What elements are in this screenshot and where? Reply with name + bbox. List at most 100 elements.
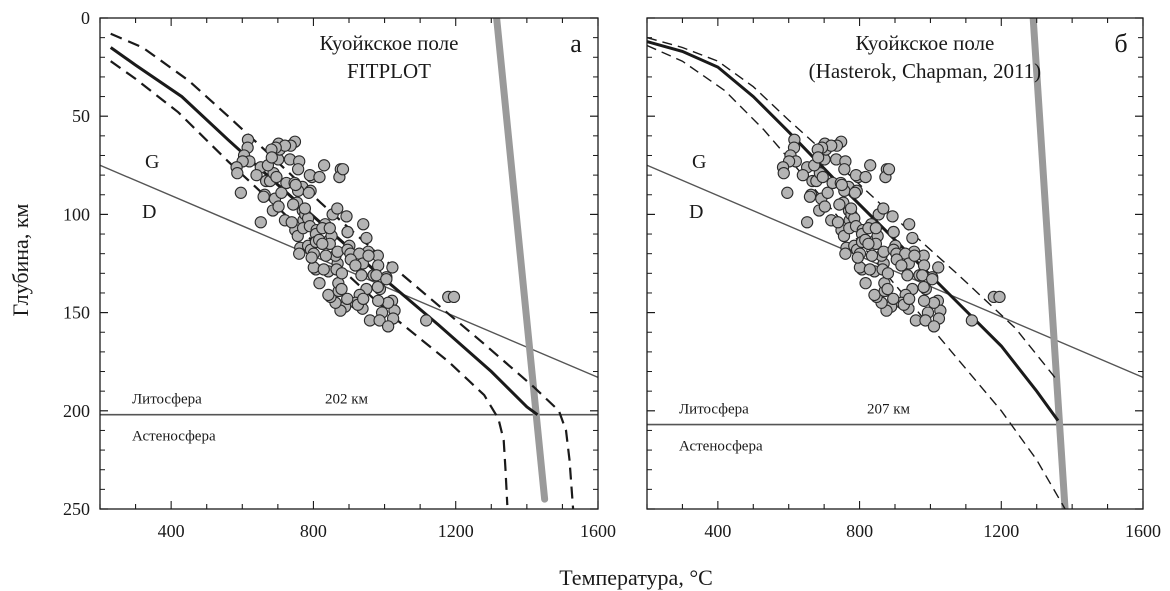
x-tick-label: 1600 — [580, 521, 616, 541]
xenolith-point — [341, 225, 354, 239]
xenolith-point — [818, 200, 832, 213]
xenolith-point — [335, 267, 349, 280]
xenolith-point — [917, 294, 931, 307]
x-tick-label: 800 — [846, 521, 873, 541]
xenolith-point — [887, 225, 900, 239]
xenolith-point — [895, 259, 908, 272]
xenolith-point — [835, 178, 849, 192]
xenolith-point — [821, 186, 834, 199]
xenolith-point — [293, 247, 306, 260]
xenolith-point — [926, 273, 939, 286]
xenolith-point — [313, 170, 326, 184]
xenolith-point — [865, 249, 879, 262]
xenolith-point — [340, 210, 353, 223]
xenolith-point — [341, 292, 354, 306]
panel-b-label-asthenosphere: Астеносфера — [679, 439, 763, 455]
xenolith-point — [906, 231, 919, 245]
panel-b-title-line1: Куойкское поле — [855, 31, 994, 55]
xenolith-point — [800, 216, 814, 229]
xenolith-point — [848, 186, 862, 199]
xenolith-point — [868, 288, 881, 302]
y-tick-label: 250 — [63, 499, 90, 519]
xenolith-point — [447, 290, 461, 304]
x-tick-label: 800 — [300, 521, 327, 541]
xenolith-point — [289, 178, 302, 192]
mantle-adiabat — [493, 18, 549, 503]
x-tick-label: 1200 — [438, 521, 474, 541]
xenolith-point — [869, 221, 883, 235]
xenolith-point — [373, 314, 386, 327]
xenolith-point — [796, 168, 810, 182]
xenolith-point — [319, 249, 333, 262]
xenolith-point — [305, 251, 318, 264]
x-tick-label: 400 — [158, 521, 185, 541]
xenolith-point — [881, 282, 894, 296]
panel-b-label-diamond: D — [689, 201, 703, 223]
xenolith-point — [381, 296, 395, 309]
xenolith-point — [272, 200, 285, 213]
xenolith-point — [285, 216, 298, 229]
xenolith-point — [270, 170, 283, 184]
xenolith-point — [380, 273, 393, 286]
x-tick-label: 1200 — [983, 521, 1019, 541]
xenolith-point — [349, 259, 362, 272]
xenolith-point — [859, 170, 872, 184]
xenolith-point — [811, 151, 825, 164]
panel-a: Куойкское поле FITPLOT а G D Литосфера А… — [99, 17, 616, 541]
panel-b-label-lithosphere: Литосфера — [679, 402, 749, 418]
xenolith-point — [932, 261, 945, 274]
xenolith-point — [863, 263, 876, 276]
xenolith-point — [886, 210, 899, 223]
xenolith-point — [313, 276, 326, 290]
xenolith-point — [862, 237, 875, 251]
xenolith-point — [887, 292, 900, 306]
xenolith-point — [919, 314, 932, 327]
xenolith-point — [331, 202, 344, 215]
xenolith-point — [420, 314, 433, 327]
xenolith-point — [838, 163, 851, 176]
xenolith-point — [851, 251, 864, 264]
geotherm-upper-bound — [110, 32, 575, 509]
xenolith-point — [864, 159, 877, 172]
geotherm-lower-bound — [647, 44, 1066, 509]
y-tick-label: 150 — [63, 303, 90, 323]
xenolith-point — [254, 216, 267, 229]
xenolith-point — [335, 282, 348, 296]
xenolith-point — [355, 269, 368, 282]
xenolith-point — [317, 159, 331, 172]
y-tick-label: 0 — [81, 8, 90, 28]
xenolith-point — [839, 247, 852, 260]
xenolith-point — [231, 167, 244, 180]
panel-b-plot — [647, 18, 1143, 509]
mantle-adiabat — [1029, 18, 1069, 509]
panel-a-label-graphite: G — [145, 151, 159, 173]
y-tick-label: 50 — [72, 106, 90, 126]
graphite-diamond-line — [647, 164, 1143, 379]
x-tick-label: 400 — [704, 521, 731, 541]
xenolith-point — [803, 190, 817, 203]
xenolith-point — [853, 261, 867, 274]
xenolith-point — [287, 198, 300, 211]
xenolith-point — [323, 221, 336, 235]
xenolith-point — [298, 202, 312, 215]
xenolith-point — [372, 294, 385, 307]
xenolith-point — [965, 314, 979, 327]
panel-b-label-graphite: G — [692, 151, 706, 173]
xenolith-point — [833, 198, 846, 211]
graphite-diamond-line — [100, 164, 598, 379]
xenolith-point — [993, 290, 1006, 304]
panel-b: Куойкское поле (Hasterok, Chapman, 2011)… — [646, 17, 1161, 541]
xenolith-point — [250, 168, 263, 182]
panel-a-plot — [100, 18, 598, 509]
xenolith-point — [877, 202, 890, 215]
xenolith-point — [357, 218, 370, 231]
x-tick-label: 1600 — [1125, 521, 1161, 541]
xenolith-point — [302, 186, 315, 199]
panel-a-label-lithosphere: Литосфера — [132, 392, 202, 408]
xenolith-point — [877, 245, 890, 258]
panel-b-title-line2: (Hasterok, Chapman, 2011) — [809, 59, 1042, 83]
panel-b-lab-depth-label: 207 км — [867, 402, 911, 418]
xenolith-point — [234, 186, 248, 199]
xenolith-point — [901, 269, 914, 282]
xenolith-point — [275, 186, 288, 199]
